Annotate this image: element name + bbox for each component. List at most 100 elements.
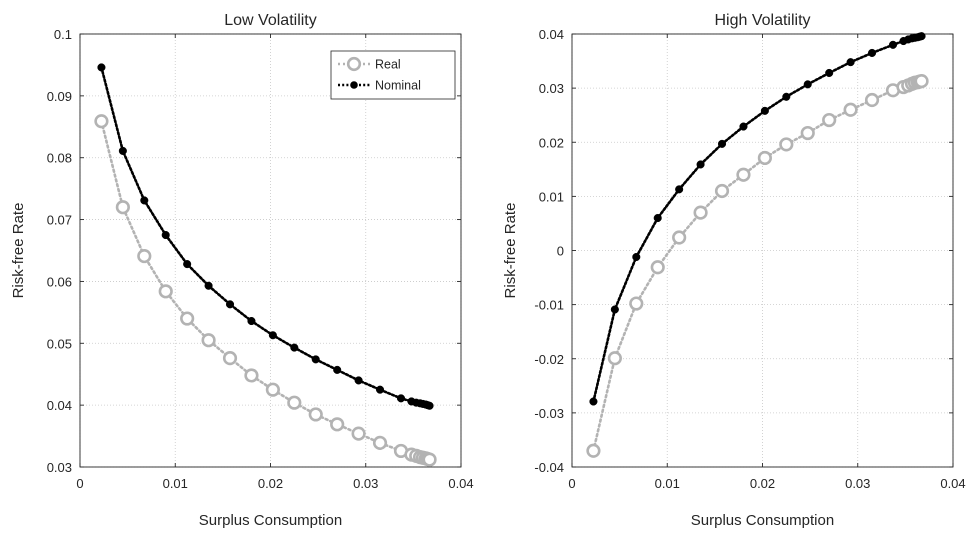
- data-point: [140, 196, 149, 205]
- series-line-real: [100, 119, 431, 461]
- legend: Real Nominal: [330, 50, 456, 100]
- data-point: [425, 401, 434, 410]
- y-axis-label: Risk-free Rate: [10, 203, 27, 299]
- data-point: [610, 305, 619, 314]
- data-point: [287, 395, 302, 410]
- y-axis-label: Risk-free Rate: [502, 203, 519, 299]
- chart-title: High Volatility: [714, 12, 810, 29]
- data-point: [717, 139, 727, 148]
- x-axis-label: Surplus Consumption: [691, 512, 834, 529]
- chart-panel-2: 0 0.01 0.02 0.03 0.04 -0.04 -0.03 -0.02 -0.01 0 0.…: [502, 12, 966, 529]
- x-tick-label: 0.03: [353, 476, 378, 491]
- chart-panel-1: 0 0.01 0.02 0.03 0.04 0.03 0.04 0.05 0.06 0.07 0.0…: [10, 12, 474, 529]
- data-point: [846, 58, 855, 67]
- x-axis-label: Surplus Consumption: [199, 512, 342, 529]
- data-point: [225, 300, 235, 309]
- legend-box: [330, 50, 456, 100]
- data-point: [864, 92, 880, 108]
- data-point: [672, 230, 687, 245]
- data-point: [354, 376, 363, 385]
- legend-marker: [350, 81, 358, 89]
- x-tick-label: 0.01: [655, 476, 680, 491]
- data-point: [180, 311, 195, 326]
- legend-label-real: Real: [375, 58, 401, 72]
- data-point: [739, 122, 748, 131]
- x-tick-label: 0.01: [163, 476, 188, 491]
- data-point: [201, 333, 216, 348]
- y-tick-label: -0.04: [534, 460, 564, 475]
- data-point: [714, 183, 730, 199]
- y-tick-label: 0.04: [539, 27, 564, 42]
- y-tick-label: -0.03: [534, 406, 564, 421]
- y-tick-label: 0: [557, 244, 564, 259]
- data-point: [607, 351, 622, 366]
- y-tick-label: 0.02: [539, 135, 564, 150]
- data-point: [137, 248, 152, 264]
- y-tick-label: 0.07: [47, 213, 72, 228]
- x-tick-label: 0.02: [258, 476, 283, 491]
- x-tick-label: 0.04: [448, 476, 473, 491]
- data-point: [372, 435, 388, 450]
- data-point: [161, 230, 170, 240]
- data-point: [158, 284, 173, 299]
- data-point: [265, 382, 280, 397]
- data-point: [118, 146, 127, 155]
- x-tick-label: 0: [76, 476, 83, 491]
- data-point: [311, 355, 320, 364]
- series-real: [94, 114, 437, 467]
- data-point: [586, 443, 601, 458]
- series-nominal: [589, 32, 926, 406]
- data-point: [222, 351, 238, 366]
- legend-marker: [346, 56, 362, 72]
- x-tick-label: 0.04: [940, 476, 965, 491]
- data-point: [330, 417, 345, 432]
- data-point: [782, 92, 791, 101]
- data-point: [696, 160, 705, 169]
- y-tick-label: 0.03: [539, 81, 564, 96]
- series-real: [586, 73, 929, 458]
- data-point: [760, 106, 769, 115]
- data-point: [204, 281, 213, 290]
- legend-label-nominal: Nominal: [375, 79, 421, 93]
- data-point: [825, 68, 834, 78]
- data-point: [629, 296, 644, 311]
- x-tick-label: 0.03: [845, 476, 870, 491]
- data-point: [693, 205, 708, 220]
- data-point: [308, 407, 323, 422]
- data-point: [653, 213, 662, 223]
- data-point: [779, 137, 794, 152]
- data-point: [268, 331, 277, 340]
- data-point: [822, 112, 837, 128]
- data-point: [115, 200, 130, 215]
- data-point: [244, 368, 259, 383]
- data-point: [183, 260, 192, 269]
- data-point: [97, 63, 106, 72]
- y-tick-label: 0.08: [47, 151, 72, 166]
- x-tick-label: 0: [568, 476, 575, 491]
- series-nominal: [97, 63, 434, 410]
- data-point: [375, 385, 385, 394]
- data-point: [800, 125, 815, 141]
- data-point: [290, 343, 299, 352]
- data-point: [589, 397, 598, 406]
- data-point: [247, 316, 256, 326]
- data-point: [867, 48, 877, 57]
- data-point: [333, 365, 342, 374]
- data-point: [94, 114, 109, 129]
- data-point: [422, 452, 437, 467]
- y-tick-label: 0.03: [47, 460, 72, 475]
- y-tick-label: 0.04: [47, 398, 72, 413]
- data-point: [396, 394, 406, 403]
- data-point: [914, 73, 929, 89]
- y-tick-label: -0.02: [534, 352, 564, 367]
- data-point: [917, 32, 926, 41]
- y-tick-label: 0.06: [47, 274, 72, 289]
- chart-title: Low Volatility: [224, 12, 317, 29]
- data-point: [632, 252, 641, 262]
- y-tick-label: -0.01: [534, 298, 564, 313]
- data-point: [351, 426, 366, 441]
- y-tick-label: 0.1: [54, 27, 72, 42]
- data-point: [888, 40, 898, 49]
